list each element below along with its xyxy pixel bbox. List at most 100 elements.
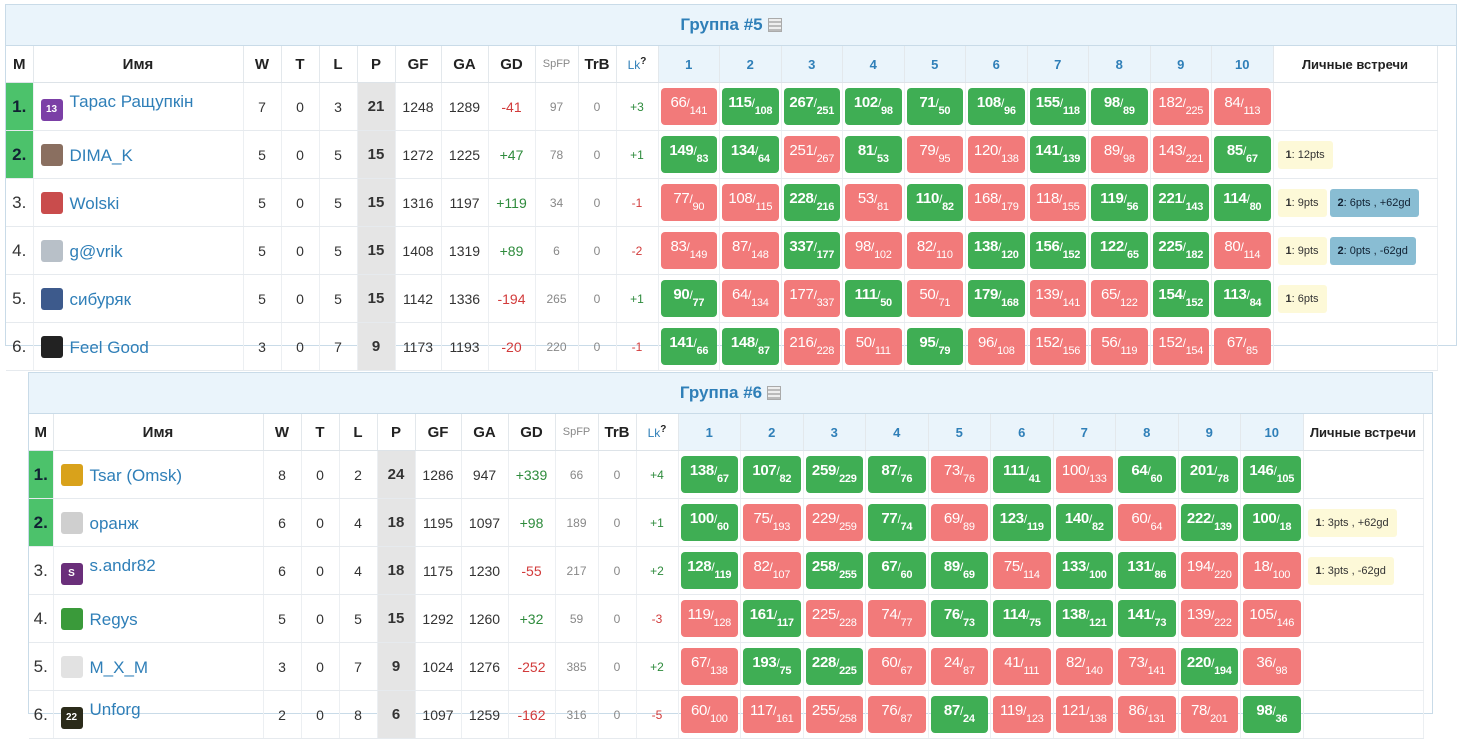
column-header-gf[interactable]: GF xyxy=(415,414,462,451)
match-win-score[interactable]: 114/75 xyxy=(993,600,1051,637)
match-loss-score[interactable]: 194/220 xyxy=(1180,552,1238,589)
match-loss-score[interactable]: 105/146 xyxy=(1243,600,1301,637)
match-loss-score[interactable]: 67/138 xyxy=(680,648,738,685)
column-header-gd[interactable]: GD xyxy=(508,414,556,451)
help-icon[interactable]: ? xyxy=(660,424,667,435)
match-win-score[interactable]: 220/194 xyxy=(1180,648,1238,685)
match-win-score[interactable]: 111/41 xyxy=(993,456,1051,493)
match-win-score[interactable]: 110/82 xyxy=(906,184,963,221)
column-header-trb[interactable]: TrB xyxy=(598,414,637,451)
grid-icon[interactable] xyxy=(767,386,782,400)
match-loss-score[interactable]: 119/128 xyxy=(680,600,738,637)
match-loss-score[interactable]: 121/138 xyxy=(1055,696,1113,733)
match-win-score[interactable]: 148/87 xyxy=(722,328,779,365)
match-loss-score[interactable]: 82/110 xyxy=(906,232,963,269)
match-loss-score[interactable]: 251/267 xyxy=(783,136,840,173)
match-win-score[interactable]: 267/251 xyxy=(783,88,840,125)
help-icon[interactable]: ? xyxy=(640,56,647,67)
player-name-link[interactable]: оранж xyxy=(89,513,139,533)
match-win-score[interactable]: 131/86 xyxy=(1118,552,1176,589)
match-win-score[interactable]: 228/225 xyxy=(805,648,863,685)
player-name-link[interactable]: g@vrik xyxy=(69,241,123,261)
column-header-t[interactable]: T xyxy=(301,414,340,451)
match-win-score[interactable]: 201/78 xyxy=(1180,456,1238,493)
match-win-score[interactable]: 98/36 xyxy=(1243,696,1301,733)
match-loss-score[interactable]: 98/102 xyxy=(845,232,902,269)
match-win-score[interactable]: 155/118 xyxy=(1029,88,1086,125)
match-loss-score[interactable]: 118/155 xyxy=(1029,184,1086,221)
column-header-lk[interactable]: Lk? xyxy=(616,46,659,83)
match-win-score[interactable]: 154/152 xyxy=(1152,280,1209,317)
player-name-link[interactable]: Тарас Ращупкін xyxy=(69,92,194,111)
match-win-score[interactable]: 156/152 xyxy=(1029,232,1086,269)
column-header-pos[interactable]: М xyxy=(6,46,34,83)
match-win-score[interactable]: 138/121 xyxy=(1055,600,1113,637)
match-win-score[interactable]: 115/108 xyxy=(722,88,779,125)
match-win-score[interactable]: 85/67 xyxy=(1214,136,1271,173)
player-name-link[interactable]: s.andr82 xyxy=(89,556,156,575)
match-loss-score[interactable]: 50/71 xyxy=(906,280,963,317)
match-win-score[interactable]: 87/24 xyxy=(930,696,988,733)
match-win-score[interactable]: 193/75 xyxy=(743,648,801,685)
match-loss-score[interactable]: 168/179 xyxy=(968,184,1025,221)
match-loss-score[interactable]: 152/154 xyxy=(1152,328,1209,365)
match-loss-score[interactable]: 73/141 xyxy=(1118,648,1176,685)
match-win-score[interactable]: 111/50 xyxy=(845,280,902,317)
match-loss-score[interactable]: 76/87 xyxy=(868,696,926,733)
match-win-score[interactable]: 114/80 xyxy=(1214,184,1271,221)
match-loss-score[interactable]: 84/113 xyxy=(1214,88,1271,125)
match-loss-score[interactable]: 18/100 xyxy=(1243,552,1301,589)
match-win-score[interactable]: 77/74 xyxy=(868,504,926,541)
match-loss-score[interactable]: 73/76 xyxy=(930,456,988,493)
column-header-t[interactable]: T xyxy=(281,46,320,83)
match-win-score[interactable]: 259/229 xyxy=(805,456,863,493)
match-win-score[interactable]: 221/143 xyxy=(1152,184,1209,221)
match-loss-score[interactable]: 65/122 xyxy=(1091,280,1148,317)
match-win-score[interactable]: 141/139 xyxy=(1029,136,1086,173)
match-loss-score[interactable]: 182/225 xyxy=(1152,88,1209,125)
column-header-gf[interactable]: GF xyxy=(395,46,442,83)
match-win-score[interactable]: 161/117 xyxy=(743,600,801,637)
match-win-score[interactable]: 108/96 xyxy=(968,88,1025,125)
player-name-link[interactable]: сибуряк xyxy=(69,289,132,309)
match-win-score[interactable]: 87/76 xyxy=(868,456,926,493)
match-loss-score[interactable]: 255/258 xyxy=(805,696,863,733)
match-loss-score[interactable]: 80/114 xyxy=(1214,232,1271,269)
match-win-score[interactable]: 228/216 xyxy=(783,184,840,221)
match-win-score[interactable]: 134/64 xyxy=(722,136,779,173)
match-loss-score[interactable]: 143/221 xyxy=(1152,136,1209,173)
match-win-score[interactable]: 67/60 xyxy=(868,552,926,589)
match-loss-score[interactable]: 60/64 xyxy=(1118,504,1176,541)
column-header-w[interactable]: W xyxy=(243,46,282,83)
match-win-score[interactable]: 133/100 xyxy=(1055,552,1113,589)
match-loss-score[interactable]: 77/90 xyxy=(660,184,717,221)
match-loss-score[interactable]: 79/95 xyxy=(906,136,963,173)
match-win-score[interactable]: 98/89 xyxy=(1091,88,1148,125)
match-loss-score[interactable]: 86/131 xyxy=(1118,696,1176,733)
player-name-link[interactable]: Regys xyxy=(89,609,138,629)
match-win-score[interactable]: 100/60 xyxy=(680,504,738,541)
column-header-p[interactable]: P xyxy=(377,414,416,451)
column-header-spfp[interactable]: SpFP xyxy=(555,414,599,451)
match-win-score[interactable]: 64/60 xyxy=(1118,456,1176,493)
column-header-name[interactable]: Имя xyxy=(33,46,244,83)
match-loss-score[interactable]: 229/259 xyxy=(805,504,863,541)
column-header-p[interactable]: P xyxy=(357,46,396,83)
match-win-score[interactable]: 128/119 xyxy=(680,552,738,589)
match-win-score[interactable]: 113/84 xyxy=(1214,280,1271,317)
match-loss-score[interactable]: 56/119 xyxy=(1091,328,1148,365)
player-name-link[interactable]: Wolski xyxy=(69,193,120,213)
match-loss-score[interactable]: 69/89 xyxy=(930,504,988,541)
match-win-score[interactable]: 71/50 xyxy=(906,88,963,125)
match-win-score[interactable]: 81/53 xyxy=(845,136,902,173)
match-loss-score[interactable]: 120/138 xyxy=(968,136,1025,173)
match-loss-score[interactable]: 139/141 xyxy=(1029,280,1086,317)
match-loss-score[interactable]: 177/337 xyxy=(783,280,840,317)
match-loss-score[interactable]: 89/98 xyxy=(1091,136,1148,173)
match-loss-score[interactable]: 119/123 xyxy=(993,696,1051,733)
match-win-score[interactable]: 141/66 xyxy=(660,328,717,365)
match-loss-score[interactable]: 41/111 xyxy=(993,648,1051,685)
match-win-score[interactable]: 138/67 xyxy=(680,456,738,493)
match-win-score[interactable]: 100/18 xyxy=(1243,504,1301,541)
match-loss-score[interactable]: 108/115 xyxy=(722,184,779,221)
